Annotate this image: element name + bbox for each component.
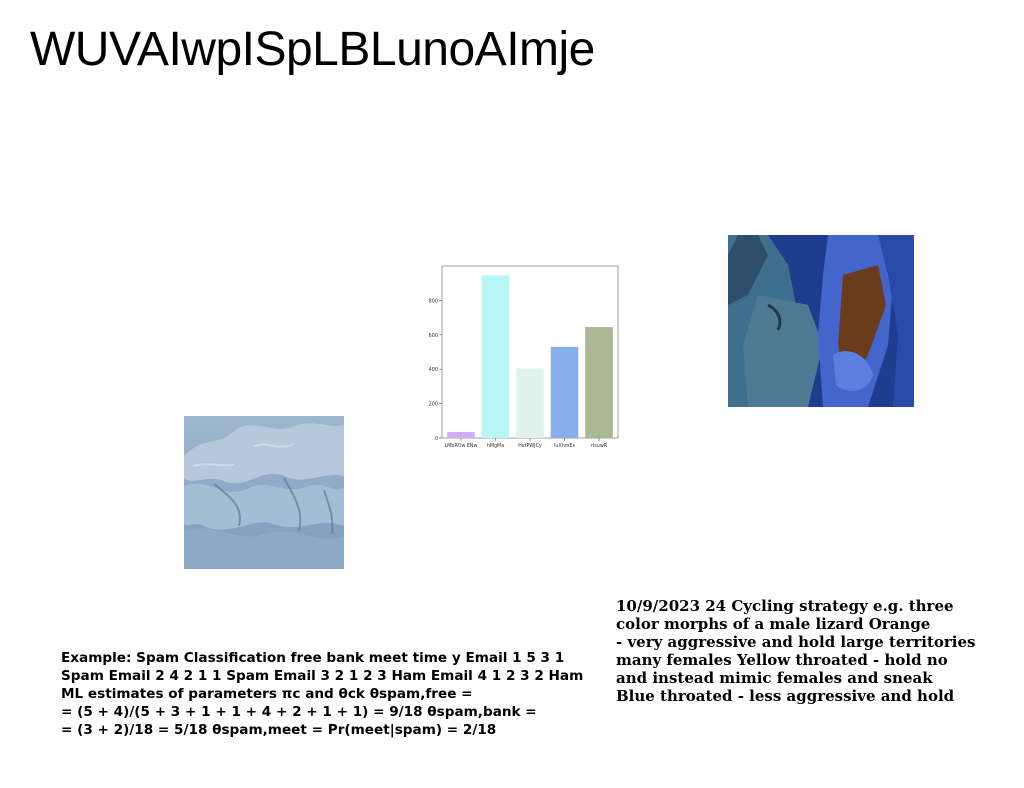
bar-2 [516,368,544,438]
bar-1 [481,275,510,438]
page-title: WUVAIwpISpLBLunoAImje [30,23,595,76]
bar-4 [585,327,613,438]
y-tick-label: 400 [428,367,438,373]
bar-3 [550,346,579,438]
spam-classification-text: Example: Spam Classification free bank m… [61,650,584,738]
cycling-strategy-text: 10/9/2023 24 Cycling strategy e.g. three… [616,597,976,705]
y-tick-label: 200 [428,402,438,408]
x-tick-label: luXhmEs [554,443,575,449]
bar-chart: 0 200 400 600 800 LMbROw ENw hMgMa HxtPWJCy luXh… [425,258,630,453]
y-tick-label: 0 [435,436,438,442]
x-tick-label: rIsuwR [591,443,608,449]
bar-0 [447,431,475,438]
couple-image [728,235,914,407]
x-tick-label: HxtPWJCy [518,443,542,449]
y-tick-label: 800 [428,298,438,304]
x-tick-label: LMbROw ENw [444,443,477,449]
y-tick-label: 600 [428,333,438,339]
terrain-image [184,416,344,569]
x-tick-label: hMgMa [487,443,504,449]
